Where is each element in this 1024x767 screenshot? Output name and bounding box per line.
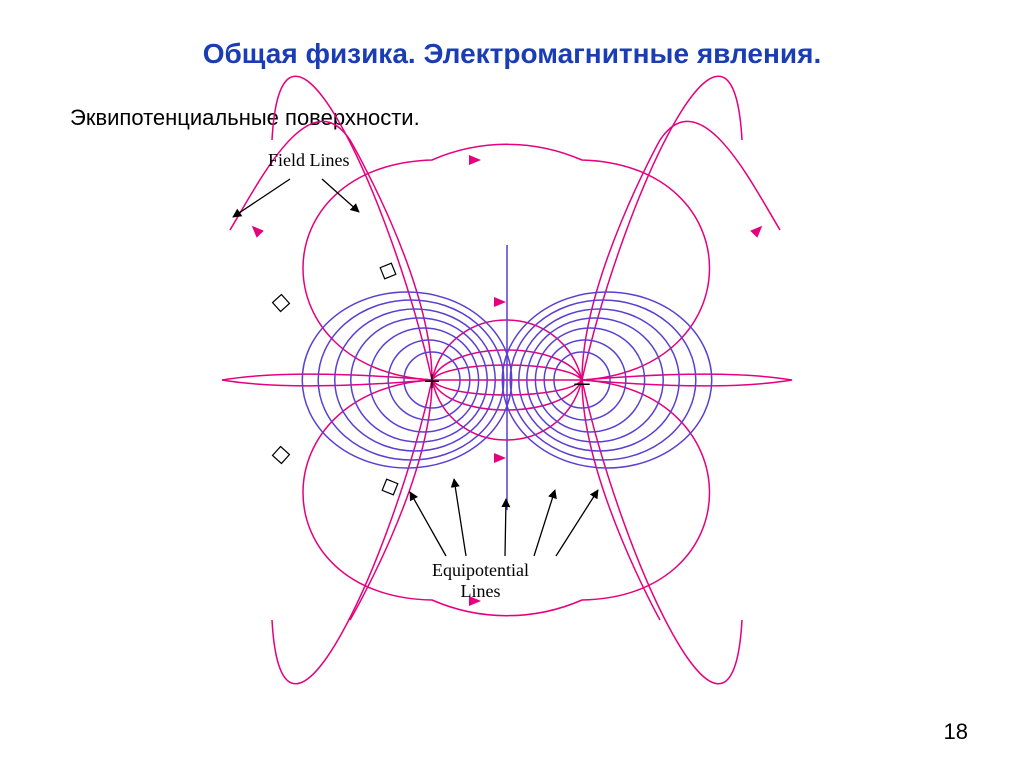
equipotential-lines-pointer-arrow (534, 490, 555, 556)
field-arrowhead-icon (750, 222, 766, 238)
equipotential-line (510, 300, 696, 460)
field-lines-label: Field Lines (268, 150, 350, 171)
positive-charge-label: + (424, 365, 441, 398)
field-line (432, 350, 582, 410)
field-arrowhead-icon (248, 222, 264, 238)
equipotential-line (554, 352, 610, 408)
equipotential-lines-pointer-arrow (454, 479, 466, 556)
equipotential-lines-pointer-arrow (410, 492, 446, 556)
field-lines-pointer-arrow (233, 179, 290, 217)
field-arrowhead-icon (494, 453, 506, 463)
equipotential-line (519, 309, 679, 451)
equipotential-line (404, 352, 460, 408)
equipotential-line (302, 292, 511, 468)
equipotential-lines-pointer-arrow (505, 499, 506, 556)
equipotential-lines-pointer-arrow (556, 490, 598, 556)
negative-charge-label: – (574, 365, 591, 398)
equipotential-lines-label-l2: Lines (460, 581, 500, 601)
field-line (582, 76, 742, 380)
page-number: 18 (944, 719, 968, 745)
field-line (582, 380, 742, 684)
field-line (222, 374, 432, 386)
equipotential-line (535, 328, 644, 432)
equipotential-line (335, 309, 495, 451)
page-subtitle: Эквипотенциальные поверхности. (70, 105, 420, 131)
equipotential-line (388, 340, 470, 420)
right-angle-marker-icon (273, 295, 290, 312)
right-angle-marker-icon (382, 479, 398, 495)
field-line (432, 365, 582, 395)
equipotential-line (351, 318, 487, 442)
equipotential-line (502, 292, 711, 468)
field-line (272, 380, 432, 684)
equipotential-line (527, 318, 663, 442)
field-lines-pointer-arrow (322, 179, 359, 212)
equipotential-line (369, 328, 478, 432)
equipotential-lines-label-l1: Equipotential (432, 560, 529, 580)
right-angle-marker-icon (273, 447, 290, 464)
equipotential-line (544, 340, 626, 420)
equipotential-lines-label: Equipotential Lines (432, 560, 529, 601)
right-angle-marker-icon (380, 263, 396, 279)
equipotential-line (318, 300, 504, 460)
field-line (582, 374, 792, 386)
field-arrowhead-icon (494, 297, 506, 307)
field-arrowhead-icon (469, 155, 481, 165)
field-line (432, 320, 582, 440)
page-title: Общая физика. Электромагнитные явления. (0, 38, 1024, 70)
